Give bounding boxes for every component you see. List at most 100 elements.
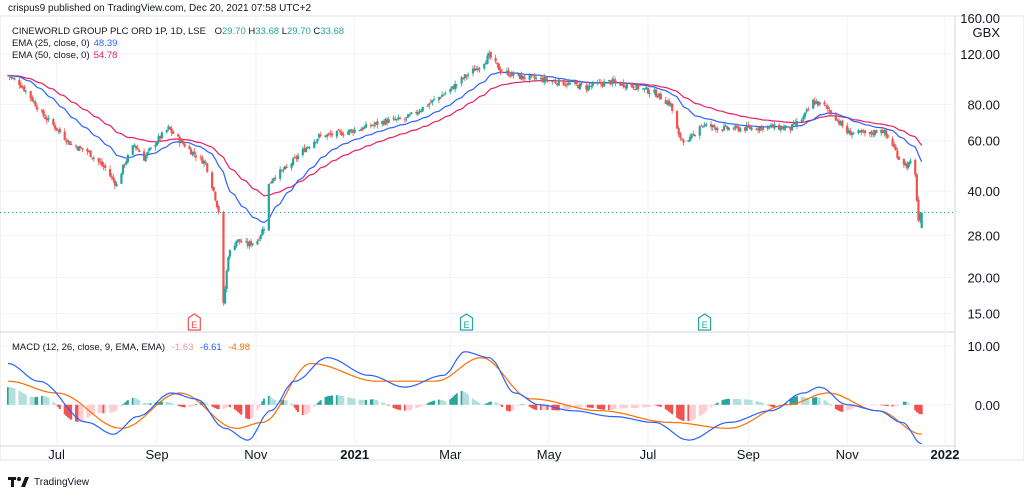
macd-histogram-bar — [473, 399, 476, 405]
candle-body — [557, 79, 560, 86]
candle — [133, 143, 136, 148]
candle-body — [737, 126, 740, 131]
macd-histogram-bar — [598, 404, 601, 410]
candle-body — [871, 133, 875, 135]
candle — [52, 117, 55, 127]
candle-body — [138, 150, 141, 153]
macd-histogram-bar — [646, 404, 649, 408]
macd-histogram-bar — [431, 401, 434, 405]
candle — [398, 116, 402, 120]
macd-histogram-bar — [755, 401, 758, 405]
candle — [596, 79, 599, 86]
candle-body — [52, 119, 55, 125]
candle — [544, 75, 547, 84]
candle — [381, 120, 384, 127]
time-tick-label: Jul — [48, 447, 65, 462]
candle — [10, 75, 13, 81]
macd-histogram-bar — [181, 404, 184, 408]
macd-histogram-bar — [369, 399, 372, 405]
candle-body — [131, 145, 134, 155]
candle-body — [902, 159, 905, 165]
macd-histogram-bar — [630, 404, 633, 409]
candle — [327, 132, 330, 137]
candle — [557, 78, 560, 87]
earnings-marker[interactable]: E — [459, 313, 474, 331]
candle-body — [698, 126, 701, 136]
macd-histogram-bar — [700, 404, 703, 416]
candle — [227, 255, 230, 272]
candle — [53, 122, 57, 132]
macd-histogram-bar — [501, 404, 504, 407]
candle-body — [283, 166, 287, 170]
macd-histogram-bar — [167, 402, 170, 405]
ohlc-o: 29.70 — [221, 26, 246, 37]
candle — [351, 128, 355, 137]
candle-body — [573, 82, 577, 84]
candle — [251, 243, 254, 247]
candle-body — [81, 148, 84, 150]
candle — [261, 226, 264, 236]
earnings-marker[interactable]: E — [698, 313, 712, 331]
candle — [295, 154, 298, 162]
candle-body — [588, 85, 591, 87]
ohlc-h-label: H — [248, 26, 256, 37]
macd-histogram-bar — [348, 397, 351, 405]
macd-histogram-bar — [862, 404, 865, 406]
macd-histogram-bar — [475, 400, 478, 405]
candle — [340, 129, 343, 136]
candle-body — [633, 89, 637, 91]
macd-histogram-bar — [407, 404, 410, 411]
macd-histogram-bar — [235, 404, 238, 411]
macd-histogram-bar — [523, 404, 526, 406]
candle-body — [897, 156, 901, 160]
candle — [769, 122, 773, 129]
candle — [415, 110, 418, 116]
macd-histogram-bar — [543, 404, 546, 410]
macd-histogram-bar — [580, 404, 583, 408]
candle-body — [421, 106, 424, 112]
macd-histogram-bar — [620, 404, 623, 409]
macd-histogram-bar — [557, 404, 560, 411]
candle — [614, 77, 617, 87]
candle — [206, 162, 209, 174]
macd-histogram-bar — [112, 404, 115, 413]
candle — [215, 200, 219, 209]
candle — [87, 150, 91, 153]
candle-body — [134, 145, 138, 148]
macd-histogram-bar — [32, 397, 35, 405]
candle-body — [442, 94, 445, 96]
macd-histogram-bar — [240, 404, 243, 415]
macd-histogram-bar — [812, 397, 815, 405]
earnings-marker[interactable]: E — [187, 313, 201, 331]
macd-histogram-bar — [635, 404, 638, 408]
candle-body — [227, 257, 230, 271]
candle-body — [225, 270, 228, 289]
candle — [183, 141, 186, 148]
candle-body — [177, 134, 180, 137]
candle — [716, 126, 719, 134]
macd-histogram-bar — [306, 404, 309, 414]
candle-body — [149, 147, 152, 150]
candle-body — [358, 130, 361, 132]
macd-histogram-bar — [65, 404, 68, 416]
candle-body — [429, 102, 432, 104]
candle-body — [204, 161, 207, 163]
macd-histogram-bar — [262, 398, 265, 405]
macd-histogram-bar — [421, 404, 424, 406]
candle-body — [828, 110, 831, 112]
candle-body — [324, 135, 327, 138]
candle — [726, 125, 729, 131]
macd-histogram-bar — [42, 395, 45, 405]
candle-body — [217, 206, 220, 213]
candle-body — [374, 122, 377, 125]
macd-histogram-bar — [494, 401, 497, 405]
candle-body — [70, 144, 73, 146]
candle-body — [214, 191, 217, 201]
macd-histogram-bar — [771, 404, 774, 408]
candle-body — [714, 127, 718, 131]
macd-histogram-bar — [439, 399, 442, 405]
macd-histogram-bar — [272, 399, 275, 405]
macd-histogram-bar — [643, 404, 646, 408]
